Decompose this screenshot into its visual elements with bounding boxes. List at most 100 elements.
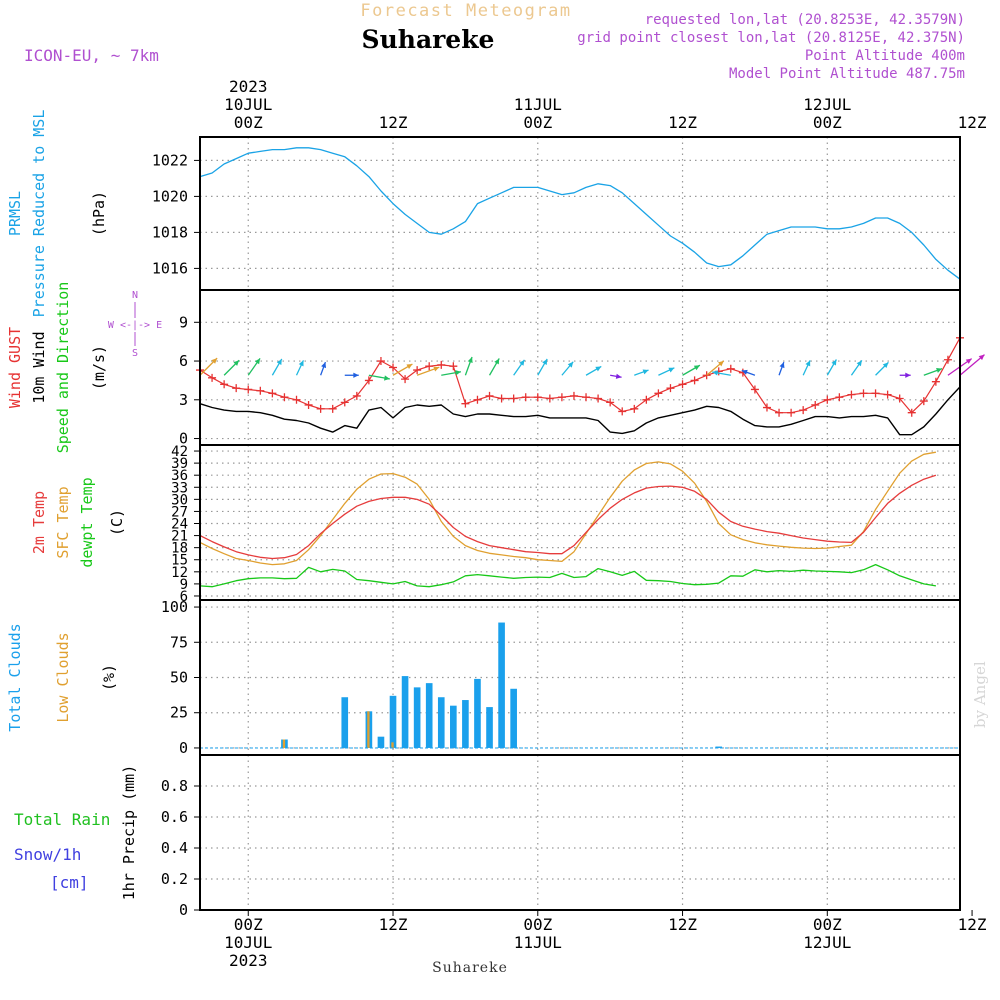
model-point-altitude: Model Point Altitude 487.75m: [729, 66, 965, 82]
y-tick-label: 3: [179, 391, 188, 409]
gust-marker: [943, 355, 952, 364]
total-cloud-bar: [341, 697, 349, 748]
gust-marker: [835, 393, 844, 402]
total-cloud-bar: [377, 736, 385, 748]
gust-marker: [256, 386, 265, 395]
top-time-label: 11JUL: [514, 95, 562, 114]
wind-arrow-head: [494, 358, 500, 365]
top-time-label: 12Z: [379, 113, 408, 132]
bottom-time-label: 00Z: [523, 915, 552, 934]
gust-marker: [666, 384, 675, 393]
gust-marker: [389, 363, 398, 372]
gust-marker: [497, 394, 506, 403]
y-tick-label: 9: [179, 313, 188, 331]
bottom-time-label: 2023: [229, 951, 268, 970]
y-tick-label: 33: [171, 480, 188, 496]
bottom-time-label: 12Z: [668, 915, 697, 934]
compass-west-east: W <-|-> E: [108, 320, 162, 331]
temp-2m-line: [199, 474, 937, 560]
label-snow: Snow/1h: [14, 845, 81, 864]
y-tick-label: 0.4: [161, 839, 188, 857]
gust-marker: [931, 377, 940, 386]
wind-arrow-head: [936, 368, 943, 373]
wind-arrow-head: [978, 354, 985, 361]
top-time-label: 00Z: [234, 113, 263, 132]
y-tick-label: 1016: [152, 259, 188, 277]
wind-speed-line: [199, 386, 961, 436]
gust-marker: [521, 393, 530, 402]
panel-precip: 0 0.2 0.4 0.6 0.8 Total Rain Snow/1h [cm] 1hr Pr…: [14, 754, 961, 919]
wind-arrow-head: [668, 367, 675, 373]
wind-arrow-head: [254, 358, 261, 365]
gust-marker: [473, 395, 482, 404]
location-title: Suhareke: [362, 25, 495, 54]
y-tick-label: 0: [179, 901, 188, 919]
compass-south: S: [132, 348, 138, 359]
wind-arrow-head: [712, 370, 719, 376]
gust-marker: [557, 393, 566, 402]
wind-arrow-head: [467, 357, 473, 363]
wind-arrow-head: [718, 360, 724, 367]
gust-marker: [594, 394, 603, 403]
gust-marker: [919, 397, 928, 406]
label-total-rain: Total Rain: [14, 810, 110, 829]
gust-marker: [533, 393, 542, 402]
unit-label: (m/s): [90, 345, 108, 390]
total-cloud-bar: [437, 697, 445, 748]
sfc-temp-line: [199, 451, 937, 566]
top-time-label: 12JUL: [803, 95, 851, 114]
panel-label: Low Clouds: [54, 632, 72, 722]
gust-marker: [545, 394, 554, 403]
pressure-line: [199, 147, 961, 280]
y-tick-label: 50: [170, 669, 188, 687]
y-tick-label: 0: [179, 430, 188, 448]
panel-label: dewpt Temp: [78, 477, 96, 567]
y-tick-label: 36: [171, 468, 188, 484]
wind-arrow-head: [542, 358, 548, 365]
total-cloud-bar: [498, 622, 505, 748]
wind-arrow-head: [276, 358, 282, 365]
grid-point-coords: grid point closest lon,lat (20.8125E, 42…: [577, 30, 965, 46]
total-cloud-bar: [486, 707, 493, 748]
total-cloud-bar: [450, 705, 457, 748]
panel-frame: [199, 289, 961, 446]
y-tick-label: 18: [171, 541, 188, 557]
y-tick-label: 24: [171, 517, 188, 533]
top-time-label: 2023: [229, 77, 268, 96]
total-cloud-bar: [425, 683, 433, 748]
wind-arrow-head: [383, 375, 390, 381]
gust-marker: [376, 357, 385, 366]
wind-arrow-head: [298, 360, 304, 367]
chart-title: Forecast Meteogram: [360, 1, 571, 21]
gust-marker: [750, 385, 759, 394]
total-cloud-bar: [413, 687, 421, 748]
total-cloud-bar: [401, 676, 409, 748]
panel-label: Total Clouds: [6, 623, 24, 731]
bottom-time-label: 12JUL: [803, 933, 851, 952]
gust-marker: [328, 404, 337, 413]
bottom-time-label: 11JUL: [514, 933, 562, 952]
gust-marker: [678, 380, 687, 389]
wind-arrow-head: [321, 362, 327, 369]
gust-marker: [292, 395, 301, 404]
low-cloud-bar: [391, 742, 394, 748]
gust-marker: [582, 393, 591, 402]
wind-arrow-head: [741, 369, 748, 375]
gust-marker: [509, 394, 518, 403]
total-cloud-bar: [510, 688, 517, 748]
model-label: ICON-EU, ~ 7km: [24, 46, 159, 65]
wind-arrow-head: [905, 372, 911, 378]
low-cloud-bar: [282, 739, 286, 748]
unit-label: (%): [100, 664, 118, 691]
gust-marker: [847, 390, 856, 399]
gust-marker: [762, 403, 771, 412]
panel-label: 2m Temp: [30, 491, 48, 554]
total-cloud-bar: [715, 746, 723, 748]
top-time-label: 10JUL: [224, 95, 272, 114]
requested-coords: requested lon,lat (20.8253E, 42.3579N): [645, 12, 965, 28]
y-tick-label: 1018: [152, 223, 188, 241]
wind-arrow-head: [779, 362, 785, 369]
y-tick-label: 0.8: [161, 777, 188, 795]
